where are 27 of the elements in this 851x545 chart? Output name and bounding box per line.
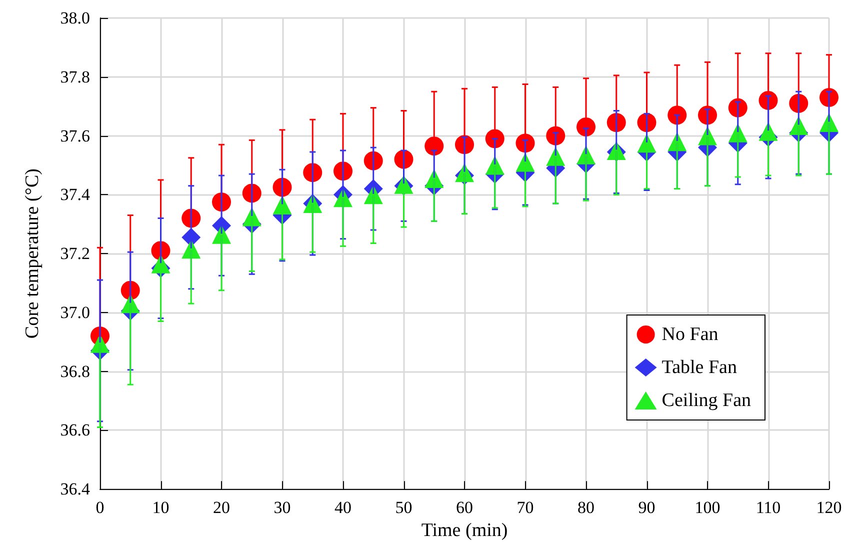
legend-label: No Fan	[662, 324, 719, 345]
x-tick-label: 120	[816, 498, 842, 518]
x-tick-label: 30	[274, 498, 291, 518]
x-tick-label: 0	[96, 498, 104, 518]
x-tick-label: 70	[516, 498, 534, 518]
x-tick-label: 80	[578, 498, 594, 518]
x-tick-label: 90	[638, 498, 656, 518]
legend-label: Table Fan	[662, 357, 738, 378]
x-tick-label: 60	[456, 498, 473, 518]
y-tick-label: 37.6	[60, 126, 90, 146]
y-axis-title: Core temperature (°C)	[22, 168, 43, 339]
x-tick-label: 40	[334, 498, 352, 518]
x-tick-label: 20	[213, 498, 230, 518]
x-tick-label: 100	[694, 498, 720, 518]
y-tick-label: 37.0	[60, 302, 90, 322]
x-tick-label: 50	[395, 498, 412, 518]
y-tick-label: 36.8	[60, 362, 90, 381]
y-tick-label: 36.6	[60, 420, 90, 440]
y-tick-label: 37.2	[60, 244, 90, 264]
y-tick-label: 37.4	[60, 185, 90, 204]
x-axis-title: Time (min)	[421, 520, 508, 541]
y-tick-label: 37.8	[60, 67, 90, 86]
y-tick-label: 36.4	[60, 480, 90, 499]
x-tick-label: 10	[152, 498, 170, 518]
legend-label: Ceiling Fan	[662, 390, 752, 411]
y-tick-label: 38.0	[60, 8, 90, 28]
x-tick-label: 110	[756, 498, 781, 518]
